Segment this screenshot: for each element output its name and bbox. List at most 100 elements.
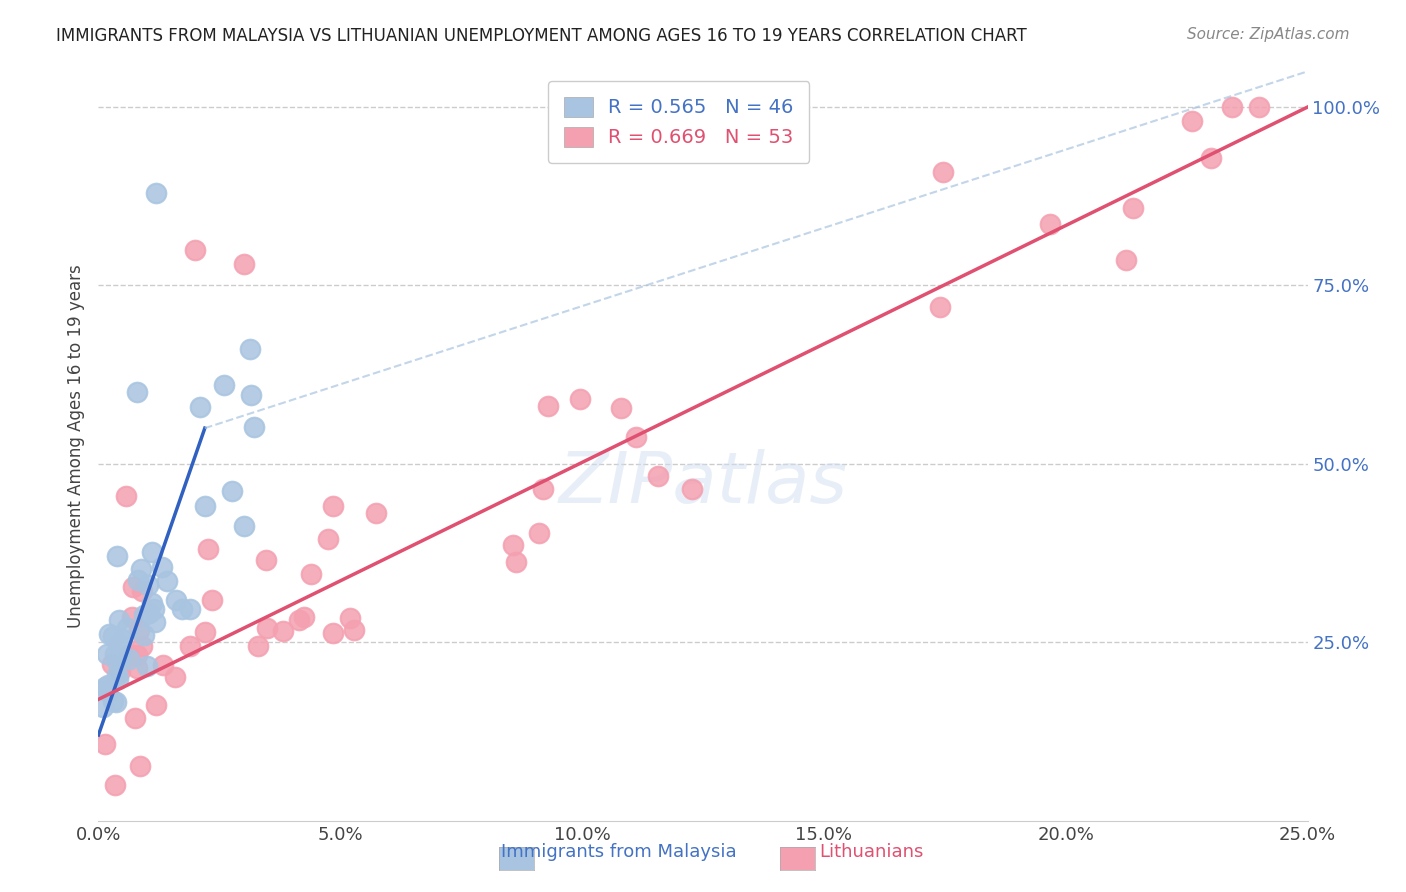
Point [122, 580, 145, 594]
Point [131, 583, 153, 598]
Point [240, 388, 263, 402]
Point [108, 613, 131, 627]
Point [91, 699, 114, 714]
Point [105, 549, 128, 564]
Point [104, 778, 127, 792]
Point [322, 625, 344, 640]
Point [136, 578, 159, 592]
Point [97, 678, 120, 692]
Point [125, 661, 148, 675]
Point [537, 399, 560, 413]
Point [118, 651, 141, 665]
Point [610, 401, 633, 415]
Point [138, 606, 160, 620]
Point [143, 615, 166, 629]
Point [1181, 114, 1204, 128]
Point [96, 684, 118, 698]
Point [343, 623, 366, 637]
Point [127, 385, 149, 400]
Point [931, 164, 953, 178]
Point [247, 639, 270, 653]
Point [163, 670, 186, 684]
Point [94, 737, 117, 751]
Point [243, 419, 266, 434]
Point [502, 537, 524, 551]
Point [179, 639, 201, 653]
Point [121, 610, 143, 624]
Point [104, 647, 127, 661]
Point [624, 429, 647, 443]
Point [221, 483, 243, 498]
Point [152, 657, 174, 672]
Point [681, 483, 703, 497]
Legend: R = 0.565   N = 46, R = 0.669   N = 53: R = 0.565 N = 46, R = 0.669 N = 53 [548, 81, 810, 163]
Point [322, 500, 344, 514]
Point [239, 342, 262, 356]
Point [527, 526, 550, 541]
Point [1039, 217, 1062, 231]
Point [155, 574, 177, 588]
Point [288, 613, 311, 627]
Point [197, 541, 219, 556]
Point [531, 482, 554, 496]
Point [115, 621, 138, 635]
Text: ZIPatlas: ZIPatlas [558, 449, 848, 518]
Point [127, 648, 149, 662]
Point [101, 629, 124, 643]
Point [104, 695, 127, 709]
Point [94, 680, 117, 694]
Point [141, 596, 163, 610]
Point [132, 607, 155, 622]
Point [179, 602, 201, 616]
Point [194, 624, 217, 639]
Point [124, 711, 146, 725]
Point [1115, 252, 1137, 267]
Y-axis label: Unemployment Among Ages 16 to 19 years: Unemployment Among Ages 16 to 19 years [66, 264, 84, 628]
Point [568, 392, 591, 406]
Point [929, 300, 952, 314]
Point [647, 469, 669, 483]
Point [194, 500, 217, 514]
Point [107, 672, 129, 686]
Point [145, 698, 167, 712]
Point [233, 518, 256, 533]
Point [141, 544, 163, 558]
Point [145, 186, 167, 200]
Point [188, 400, 211, 414]
Point [101, 694, 124, 708]
Point [366, 506, 388, 520]
Point [129, 562, 152, 576]
Text: Lithuanians: Lithuanians [820, 843, 924, 861]
Point [505, 555, 527, 569]
Point [111, 632, 134, 646]
Point [1249, 100, 1271, 114]
Point [170, 602, 193, 616]
Point [143, 602, 166, 616]
Point [318, 532, 340, 546]
Point [256, 621, 278, 635]
Point [165, 593, 187, 607]
Point [118, 648, 141, 662]
Point [201, 593, 224, 607]
Point [150, 559, 173, 574]
Point [292, 610, 315, 624]
Point [108, 664, 131, 678]
Point [1199, 152, 1222, 166]
Point [271, 624, 294, 638]
Point [1220, 100, 1243, 114]
Point [136, 659, 159, 673]
Point [114, 489, 136, 503]
Point [97, 627, 120, 641]
Point [128, 624, 150, 638]
Point [127, 573, 149, 587]
Point [1122, 201, 1144, 215]
Point [212, 378, 235, 392]
Point [232, 257, 254, 271]
Point [100, 657, 122, 672]
Point [299, 566, 322, 581]
Point [132, 628, 155, 642]
Text: IMMIGRANTS FROM MALAYSIA VS LITHUANIAN UNEMPLOYMENT AMONG AGES 16 TO 19 YEARS CO: IMMIGRANTS FROM MALAYSIA VS LITHUANIAN U… [56, 27, 1026, 45]
Point [107, 637, 129, 651]
Point [254, 553, 277, 567]
Point [105, 667, 128, 681]
